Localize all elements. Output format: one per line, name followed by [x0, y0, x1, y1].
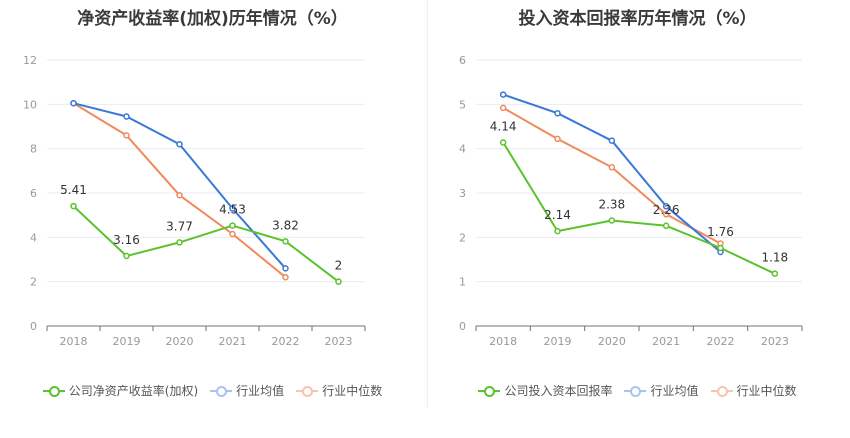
roic-line-chart: 0 1 2 3 4 5 6 2018 2019 2020 2021 2022 2023 4.14 2.14 2…: [459, 54, 803, 348]
y-tick-label: 0: [459, 320, 466, 333]
chart-title: 投入资本回报率历年情况（%）: [518, 9, 757, 29]
roe-line-chart: 0 2 4 6 8 10 12 2018 2019 2020 2021 2022 2023 5.41 3.1…: [23, 54, 366, 348]
y-tick-label: 10: [23, 98, 37, 111]
data-label: 4.53: [219, 203, 246, 217]
data-point: [176, 140, 183, 148]
legend-orange-marker-icon: [710, 385, 733, 397]
data-label: 1.18: [761, 251, 788, 265]
y-tick-label: 4: [459, 143, 466, 156]
legend-label: 行业均值: [650, 384, 699, 398]
x-tick-label: 2023: [325, 335, 353, 348]
legend-orange-marker-icon: [296, 385, 319, 397]
data-label: 2.14: [544, 208, 571, 222]
legend-item-industry-mean[interactable]: 行业均值: [210, 382, 284, 399]
x-tick-label: 2022: [707, 335, 735, 348]
data-label: 5.41: [60, 183, 87, 197]
data-point: [282, 238, 289, 245]
legend-label: 公司净资产收益率(加权): [68, 384, 199, 398]
panel-divider: [427, 0, 428, 408]
data-point: [662, 222, 670, 230]
x-tick-label: 2020: [166, 335, 194, 348]
data-label: 4.14: [490, 119, 517, 133]
x-tick-label: 2022: [272, 335, 300, 348]
data-label: 3.82: [272, 218, 299, 232]
chart-legend: 公司净资产收益率(加权) 行业均值 行业中位数: [0, 382, 425, 399]
data-point: [282, 273, 289, 281]
y-tick-label: 6: [30, 187, 37, 200]
data-point: [70, 202, 77, 210]
chart-title: 净资产收益率(加权)历年情况（%）: [77, 9, 348, 29]
data-point: [123, 132, 130, 139]
y-tick-label: 5: [459, 98, 466, 111]
data-point: [499, 139, 507, 146]
data-label: 3.16: [113, 233, 140, 247]
y-tick-label: 0: [30, 320, 37, 333]
data-point: [176, 191, 183, 199]
data-point: [499, 91, 507, 98]
data-point: [554, 227, 561, 235]
legend-item-industry-median[interactable]: 行业中位数: [710, 382, 797, 399]
y-tick-label: 2: [30, 276, 37, 289]
data-point: [608, 217, 616, 224]
roic-chart-panel: 投入资本回报率历年情况（%） 0 1 2 3 4 5 6 2018 2019 2020 2021 20…: [425, 0, 850, 438]
data-point: [123, 113, 130, 120]
x-tick-label: 2021: [219, 335, 247, 348]
data-point: [229, 205, 236, 212]
data-point: [123, 252, 130, 260]
data-point: [662, 203, 670, 210]
legend-blue-marker-icon: [624, 385, 647, 397]
x-tick-label: 2019: [113, 335, 141, 348]
x-tick-label: 2023: [761, 335, 789, 348]
legend-item-industry-median[interactable]: 行业中位数: [296, 382, 382, 399]
legend-label: 公司投入资本回报率: [504, 384, 613, 398]
x-tick-label: 2020: [598, 335, 626, 348]
y-tick-label: 2: [459, 231, 466, 244]
x-tick-label: 2018: [489, 335, 517, 348]
x-tick-label: 2021: [652, 335, 680, 348]
x-tick-label: 2019: [544, 335, 572, 348]
data-label: 3.77: [166, 219, 193, 233]
data-point: [608, 164, 616, 171]
y-tick-label: 8: [30, 143, 37, 156]
y-tick-label: 12: [23, 54, 37, 67]
legend-label: 行业中位数: [322, 384, 383, 398]
series-line: [72, 102, 287, 278]
data-point: [176, 239, 183, 246]
legend-label: 行业均值: [236, 384, 285, 398]
data-point: [608, 137, 616, 144]
data-label: 1.76: [707, 225, 734, 239]
legend-item-company[interactable]: 公司投入资本回报率: [478, 382, 612, 399]
data-point: [70, 99, 77, 107]
legend-green-marker-icon: [42, 385, 65, 397]
legend-item-company[interactable]: 公司净资产收益率(加权): [42, 382, 199, 399]
legend-label: 行业中位数: [736, 384, 797, 398]
data-point: [335, 278, 342, 285]
legend-item-industry-mean[interactable]: 行业均值: [624, 382, 699, 399]
data-point: [229, 222, 236, 229]
series-line: [502, 141, 776, 275]
roe-chart-panel: 净资产收益率(加权)历年情况（%） 0 2 4 6 8 10 12 2018 2019 2020 2…: [0, 9, 425, 399]
y-tick-label: 1: [459, 276, 466, 289]
legend-green-marker-icon: [478, 385, 501, 397]
data-label: 2.38: [598, 197, 625, 211]
data-point: [771, 270, 779, 277]
data-point: [229, 230, 236, 238]
data-label: 2.26: [653, 203, 680, 217]
data-point: [499, 104, 507, 112]
data-point: [282, 265, 289, 272]
data-point: [717, 244, 724, 252]
y-tick-label: 3: [459, 187, 466, 200]
data-point: [554, 135, 561, 143]
data-point: [554, 109, 561, 117]
series-line: [502, 93, 722, 253]
data-label: 2: [335, 259, 343, 273]
data-point: [662, 211, 670, 218]
chart-legend: 公司投入资本回报率 行业均值 行业中位数: [425, 382, 850, 399]
y-tick-label: 4: [30, 231, 37, 244]
series-line: [72, 205, 340, 283]
legend-blue-marker-icon: [210, 385, 233, 397]
y-tick-label: 6: [459, 54, 466, 67]
x-tick-label: 2018: [60, 335, 88, 348]
